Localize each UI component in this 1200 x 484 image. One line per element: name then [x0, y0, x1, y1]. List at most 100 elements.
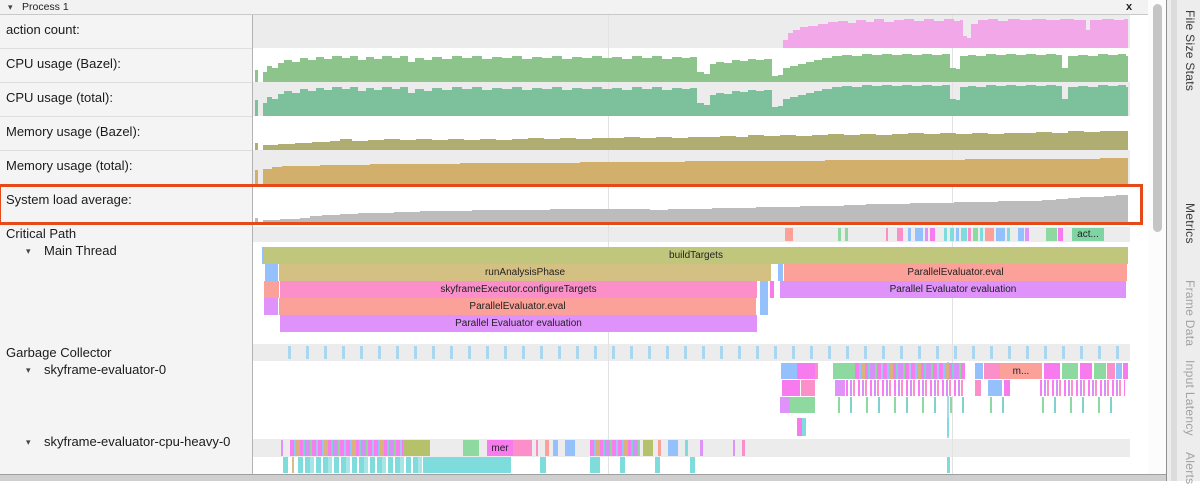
slice[interactable] [855, 363, 965, 379]
slice[interactable] [833, 363, 855, 379]
slice-parallelevaluator-eval[interactable]: ParallelEvaluator.eval [279, 298, 756, 315]
slice[interactable] [690, 457, 695, 473]
slice[interactable] [781, 363, 797, 379]
slice[interactable] [802, 418, 806, 436]
slice-parallel-evaluator-evaluation[interactable]: Parallel Evaluator evaluation [780, 281, 1126, 298]
slice[interactable] [265, 264, 278, 281]
slice[interactable] [742, 440, 745, 456]
slice[interactable] [700, 440, 703, 456]
slice[interactable] [1040, 380, 1125, 396]
slice[interactable] [590, 457, 600, 473]
slice[interactable] [973, 228, 978, 241]
slice[interactable] [553, 440, 558, 456]
slice[interactable] [1042, 397, 1125, 413]
collapse-triangle-icon[interactable]: ▾ [8, 2, 13, 12]
slice[interactable] [655, 457, 660, 473]
slice[interactable] [980, 228, 983, 241]
slice[interactable] [643, 440, 653, 456]
track-label-main-thread[interactable]: ▾ Main Thread [0, 243, 252, 259]
slice-m[interactable]: m... [1000, 363, 1042, 379]
slice[interactable] [760, 298, 768, 315]
slice[interactable] [1080, 363, 1092, 379]
memory-usage-total-chart[interactable] [0, 150, 1130, 184]
action-count-chart[interactable] [0, 15, 1130, 48]
skyframe-evaluator-0-row-2[interactable] [0, 380, 1130, 396]
slice-runanalysisphase[interactable]: runAnalysisPhase [279, 264, 771, 281]
slice[interactable] [961, 228, 967, 241]
slice[interactable] [281, 440, 283, 456]
slice[interactable] [801, 380, 815, 396]
slice-buildtargets[interactable]: buildTargets [264, 247, 1128, 264]
slice-skyframeexecutor-configuretargets[interactable]: skyframeExecutor.configureTargets [280, 281, 757, 298]
slice[interactable] [838, 228, 841, 241]
slice[interactable] [925, 228, 928, 241]
slice[interactable] [975, 380, 981, 396]
vertical-scrollbar[interactable] [1148, 0, 1166, 474]
slice[interactable] [540, 457, 546, 473]
slice[interactable] [815, 363, 818, 379]
cpu-usage-total-chart[interactable] [0, 82, 1130, 116]
slice[interactable] [658, 440, 661, 456]
slice[interactable] [685, 440, 688, 456]
slice[interactable] [996, 228, 1005, 241]
slice-parallelevaluator-eval[interactable]: ParallelEvaluator.eval [784, 264, 1127, 281]
slice[interactable] [1044, 363, 1060, 379]
tab-file-size-stats[interactable]: File Size Stats [1183, 10, 1197, 92]
slice[interactable] [1062, 363, 1078, 379]
slice[interactable] [968, 228, 971, 241]
slice[interactable] [1004, 380, 1010, 396]
slice[interactable] [797, 363, 815, 379]
slice[interactable] [733, 440, 735, 456]
slice[interactable] [790, 397, 815, 413]
slice[interactable] [288, 346, 1130, 359]
close-button[interactable]: x [1126, 1, 1133, 13]
slice[interactable] [908, 228, 911, 241]
slice[interactable] [1094, 363, 1106, 379]
slice-act[interactable]: act... [1072, 228, 1104, 241]
slice[interactable] [780, 397, 790, 413]
slice[interactable] [565, 440, 575, 456]
slice-mer[interactable]: mer [487, 440, 513, 456]
slice[interactable] [846, 380, 965, 396]
tab-metrics[interactable]: Metrics [1183, 203, 1197, 244]
slice[interactable] [988, 380, 1002, 396]
slice[interactable] [886, 228, 888, 241]
slice[interactable] [262, 247, 264, 264]
collapse-triangle-icon[interactable]: ▾ [26, 437, 31, 447]
slice[interactable] [1116, 363, 1122, 379]
system-load-average-chart[interactable] [0, 185, 1130, 222]
slice[interactable] [1018, 228, 1024, 241]
slice[interactable] [944, 228, 947, 241]
skyframe-evaluator-0-row-3[interactable] [0, 397, 1130, 413]
slice[interactable] [264, 298, 278, 315]
slice[interactable] [1123, 363, 1128, 379]
horizontal-scrollbar[interactable] [0, 474, 1166, 481]
memory-usage-bazel-chart[interactable] [0, 116, 1130, 150]
slice[interactable] [984, 363, 1000, 379]
slice[interactable] [668, 440, 678, 456]
cpu-usage-bazel-chart[interactable] [0, 48, 1130, 82]
tab-input-latency[interactable]: Input Latency [1183, 360, 1197, 436]
slice[interactable] [298, 457, 423, 473]
slice[interactable] [835, 380, 845, 396]
slice[interactable] [797, 418, 802, 436]
slice-parallel-evaluator-evaluation[interactable]: Parallel Evaluator evaluation [280, 315, 757, 332]
garbage-collector-track[interactable] [0, 346, 1130, 359]
collapse-triangle-icon[interactable]: ▾ [26, 365, 31, 375]
slice[interactable] [1025, 228, 1029, 241]
track-label-skyframe-evaluator-cpu-heavy-0[interactable]: ▾ skyframe-evaluator-cpu-heavy-0 [0, 434, 252, 450]
slice[interactable] [620, 457, 625, 473]
slice[interactable] [403, 440, 430, 456]
slice[interactable] [545, 440, 549, 456]
slice[interactable] [930, 228, 935, 241]
slice[interactable] [536, 440, 538, 456]
slice[interactable] [838, 397, 965, 413]
slice[interactable] [513, 440, 532, 456]
slice[interactable] [292, 457, 294, 473]
slice[interactable] [1107, 363, 1115, 379]
slice[interactable] [950, 228, 954, 241]
slice[interactable] [897, 228, 903, 241]
slice[interactable] [956, 228, 959, 241]
slice[interactable] [785, 228, 793, 241]
tab-frame-data[interactable]: Frame Data [1183, 280, 1197, 347]
